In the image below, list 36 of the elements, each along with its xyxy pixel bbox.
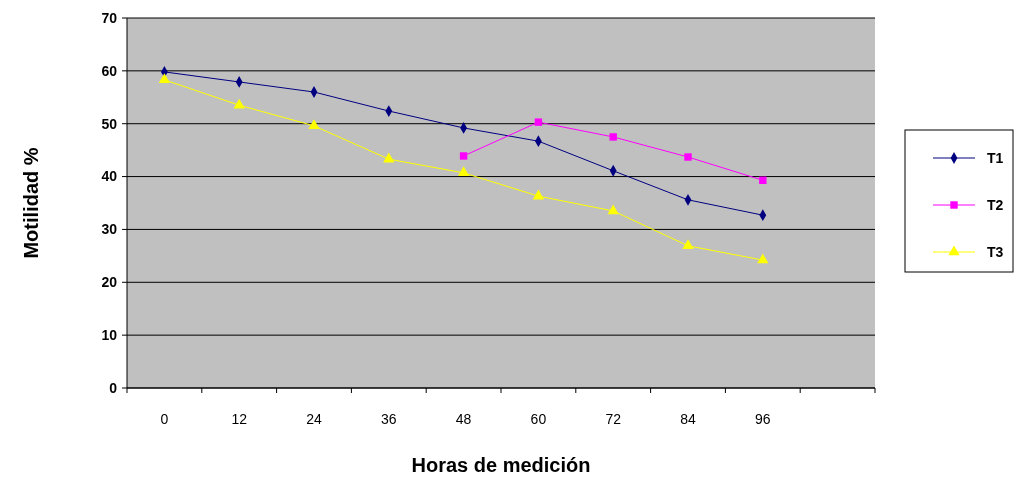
legend-label: T3 <box>987 243 1004 260</box>
y-tick-label: 40 <box>101 168 118 185</box>
x-tick-label: 36 <box>381 411 397 427</box>
y-tick-label: 30 <box>101 221 118 238</box>
legend-label: T2 <box>987 196 1004 213</box>
x-axis-title: Horas de medición <box>411 454 591 476</box>
point <box>759 176 767 184</box>
point <box>534 118 543 126</box>
point <box>532 189 545 200</box>
x-tick-label: 12 <box>231 411 248 427</box>
y-tick-label: 0 <box>109 379 118 396</box>
point <box>383 152 395 163</box>
point <box>607 204 619 215</box>
x-tick-label: 24 <box>306 411 322 427</box>
x-tick-label: 96 <box>755 411 771 427</box>
point <box>682 239 694 250</box>
point <box>308 119 320 130</box>
point <box>459 152 468 160</box>
point <box>757 253 769 264</box>
x-tick-label: 48 <box>455 411 472 427</box>
y-tick-label: 20 <box>101 274 118 291</box>
point <box>609 133 617 141</box>
y-tick-label: 60 <box>101 62 118 79</box>
y-tick-label: 70 <box>101 9 118 26</box>
x-tick-label: 72 <box>605 411 622 427</box>
point <box>158 73 171 84</box>
point <box>684 153 692 161</box>
y-axis-title: Motilidad % <box>20 147 42 259</box>
x-tick-label: 60 <box>530 411 547 427</box>
point <box>457 166 470 177</box>
x-tick-label: 0 <box>160 411 169 427</box>
y-tick-label: 50 <box>101 115 118 132</box>
point <box>233 98 245 109</box>
legend-label: T1 <box>987 149 1004 166</box>
x-tick-label: 84 <box>680 411 696 427</box>
y-tick-label: 10 <box>101 327 118 344</box>
